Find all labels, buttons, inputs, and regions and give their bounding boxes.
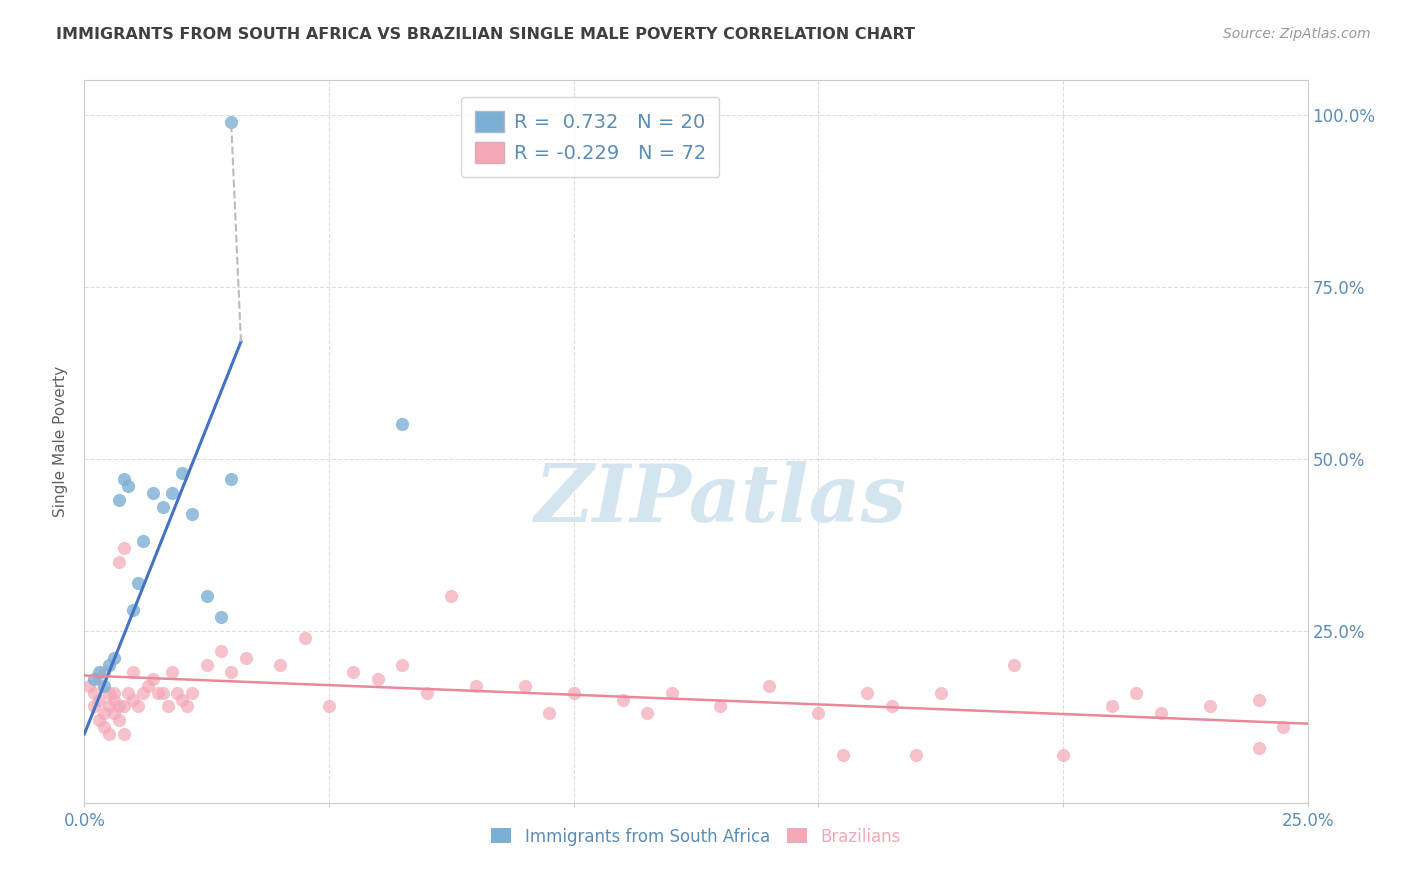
Point [709,699,731,714]
Point [416,686,439,700]
Point [219,472,242,486]
Point [513,679,536,693]
Point [636,706,658,721]
Point [152,500,174,514]
Point [87,692,110,706]
Point [83,699,105,714]
Point [464,679,486,693]
Point [318,699,340,714]
Point [661,686,683,700]
Point [127,699,149,714]
Point [562,686,585,700]
Point [112,541,135,556]
Point [391,417,413,432]
Point [103,706,125,721]
Point [219,665,242,679]
Point [97,699,120,714]
Point [112,699,135,714]
Point [107,713,129,727]
Point [87,672,110,686]
Point [269,658,291,673]
Point [93,679,115,693]
Point [1150,706,1173,721]
Point [122,603,145,617]
Point [209,610,232,624]
Point [132,534,155,549]
Point [391,658,413,673]
Point [807,706,830,721]
Point [162,665,184,679]
Point [107,699,129,714]
Point [176,699,198,714]
Point [612,692,634,706]
Point [219,114,242,128]
Point [103,651,125,665]
Point [166,686,188,700]
Y-axis label: Single Male Poverty: Single Male Poverty [53,366,69,517]
Point [1247,740,1270,755]
Point [172,692,194,706]
Point [127,575,149,590]
Point [103,692,125,706]
Point [83,686,105,700]
Point [117,479,139,493]
Point [1002,658,1025,673]
Point [195,658,218,673]
Point [294,631,316,645]
Point [880,699,903,714]
Point [1125,686,1147,700]
Point [367,672,389,686]
Point [107,555,129,569]
Point [142,486,165,500]
Point [93,706,115,721]
Text: Source: ZipAtlas.com: Source: ZipAtlas.com [1223,27,1371,41]
Point [152,686,174,700]
Point [122,665,145,679]
Point [107,493,129,508]
Point [181,507,204,521]
Point [1198,699,1220,714]
Point [538,706,561,721]
Point [83,672,105,686]
Point [440,590,463,604]
Point [122,692,145,706]
Point [117,686,139,700]
Point [136,679,159,693]
Point [905,747,928,762]
Point [97,727,120,741]
Point [1247,692,1270,706]
Legend: Immigrants from South Africa, Brazilians: Immigrants from South Africa, Brazilians [485,821,907,852]
Point [97,658,120,673]
Point [831,747,853,762]
Point [342,665,364,679]
Point [87,713,110,727]
Point [93,720,115,734]
Point [132,686,155,700]
Point [97,686,120,700]
Point [87,665,110,679]
Point [146,686,169,700]
Point [235,651,257,665]
Point [1101,699,1123,714]
Point [172,466,194,480]
Point [142,672,165,686]
Point [162,486,184,500]
Point [929,686,952,700]
Point [93,665,115,679]
Point [156,699,179,714]
Text: IMMIGRANTS FROM SOUTH AFRICA VS BRAZILIAN SINGLE MALE POVERTY CORRELATION CHART: IMMIGRANTS FROM SOUTH AFRICA VS BRAZILIA… [56,27,915,42]
Point [1052,747,1074,762]
Point [1272,720,1295,734]
Point [112,727,135,741]
Point [209,644,232,658]
Point [77,679,100,693]
Point [195,590,218,604]
Text: ZIPatlas: ZIPatlas [534,460,907,538]
Point [181,686,204,700]
Point [856,686,879,700]
Point [758,679,780,693]
Point [112,472,135,486]
Point [103,686,125,700]
